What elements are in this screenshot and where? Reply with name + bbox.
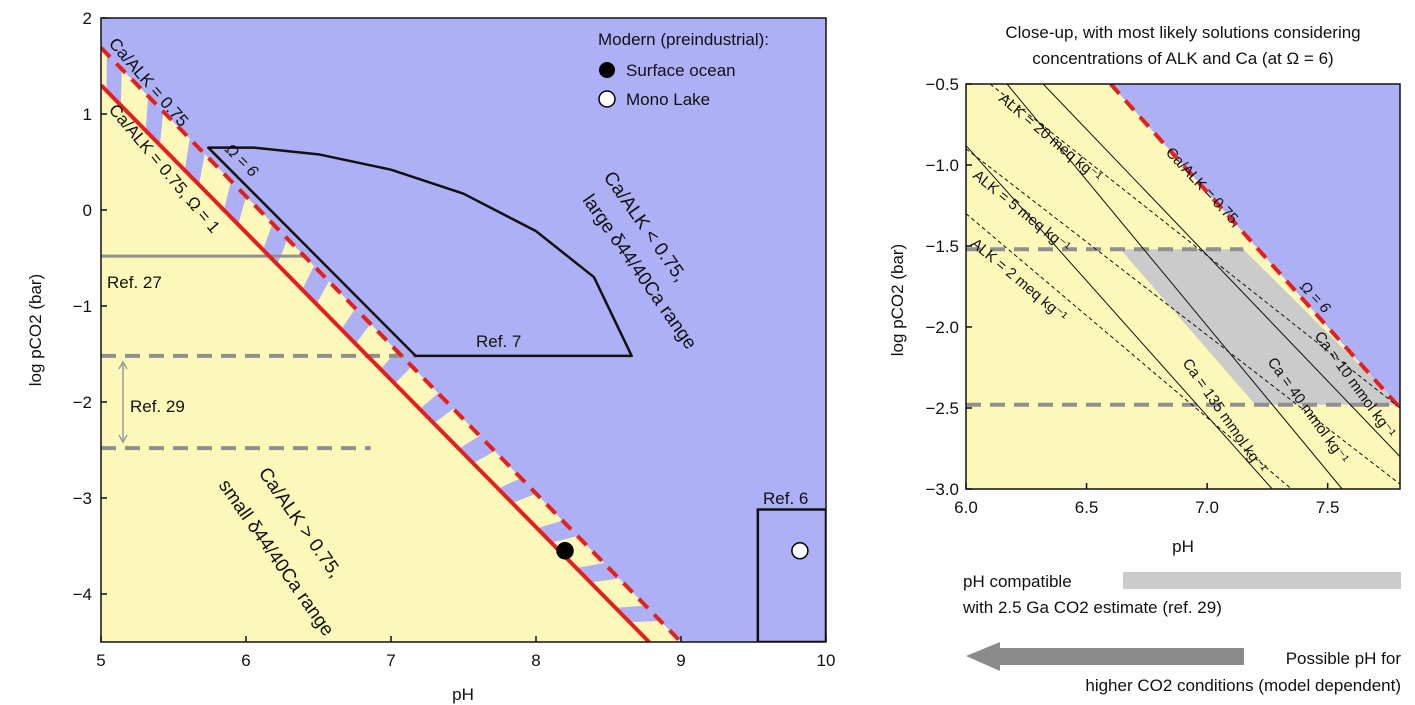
legend-title: Modern (preindustrial): — [598, 30, 769, 49]
ref29-arrowhead-top — [118, 360, 128, 370]
closeup-series-ca-10-mmol-kg — [1042, 84, 1400, 457]
label-ref27: Ref. 27 — [107, 273, 162, 292]
closeup-y-tick-label: −3.0 — [925, 480, 959, 499]
higher-co2-arrow — [966, 642, 1244, 671]
main-plot-frame — [100, 17, 827, 643]
legend-surface-ocean-marker — [599, 62, 615, 78]
closeup-axes: 6.0 6.5 7.0 7.5 −0.5 −1.0 −1.5 −2.0 −2.5 −3.0 — [925, 75, 1401, 517]
ref7-region — [207, 146, 633, 358]
x-tick-label: 5 — [96, 651, 105, 670]
higher-label-line1: Possible pH for — [1286, 649, 1402, 668]
closeup-x-tick-label: 7.0 — [1195, 498, 1219, 517]
closeup-xlabel: pH — [1172, 537, 1194, 556]
closeup-ylabel: log pCO2 (bar) — [888, 244, 907, 356]
closeup-supersaturated-region — [1110, 84, 1400, 408]
x-tick-label: 7 — [386, 651, 395, 670]
closeup-title-line2: concentrations of ALK and Ca (at Ω = 6) — [1032, 49, 1333, 68]
closeup-series-alk-20-meq-kg — [989, 84, 1400, 409]
closeup-series-ca-135-mmol-kg — [966, 145, 1273, 489]
closeup-x-tick-label: 6.5 — [1075, 498, 1099, 517]
y-tick-label: −2 — [73, 393, 92, 412]
closeup-series-alk-2-meq-kg — [966, 213, 1292, 489]
closeup-frame — [965, 83, 1401, 490]
compat-bar — [1123, 572, 1401, 589]
closeup-regions — [966, 84, 1400, 489]
ph-range-bars: pH compatible with 2.5 Ga CO2 estimate (… — [962, 572, 1401, 695]
closeup-x-tick-label: 6.0 — [954, 498, 978, 517]
x-tick-label: 8 — [531, 651, 540, 670]
x-tick-label: 9 — [676, 651, 685, 670]
closeup-lines — [966, 84, 1400, 489]
compat-label-line2: with 2.5 Ga CO2 estimate (ref. 29) — [962, 598, 1222, 617]
x-tick-label: 10 — [817, 651, 836, 670]
main-xlabel: pH — [452, 685, 474, 704]
main-plot-regions — [101, 18, 826, 642]
main-ylabel: log pCO2 (bar) — [26, 274, 45, 386]
closeup-title-line1: Close-up, with most likely solutions con… — [1005, 23, 1360, 42]
compat-label-line1: pH compatible — [963, 572, 1072, 591]
y-tick-label: −3 — [73, 489, 92, 508]
closeup-solution-region — [1120, 249, 1400, 405]
closeup-x-tick-label: 7.5 — [1316, 498, 1340, 517]
closeup-y-tick-label: −2.0 — [925, 318, 959, 337]
legend: Modern (preindustrial): Surface ocean Mo… — [598, 30, 769, 109]
closeup-y-tick-label: −2.5 — [925, 399, 959, 418]
label-ref29: Ref. 29 — [130, 397, 185, 416]
legend-mono-lake: Mono Lake — [626, 90, 710, 109]
y-tick-label: −1 — [73, 297, 92, 316]
closeup-series-alk-5-meq-kg — [966, 148, 1400, 485]
legend-mono-lake-marker — [598, 90, 616, 108]
point-surface-ocean — [556, 542, 574, 560]
closeup-plot: Close-up, with most likely solutions con… — [888, 23, 1401, 556]
closeup-series-ca-40-mmol-kg — [1006, 84, 1343, 489]
series-ca-alk-0-75 — [101, 46, 683, 642]
higher-label-line2: higher CO2 conditions (model dependent) — [1085, 676, 1401, 695]
y-tick-label: −4 — [73, 585, 92, 604]
point-mono-lake — [791, 542, 809, 560]
x-tick-label: 6 — [241, 651, 250, 670]
y-tick-label: 0 — [83, 201, 92, 220]
label-ref6: Ref. 6 — [763, 489, 808, 508]
closeup-y-tick-label: −0.5 — [925, 75, 959, 94]
main-plot-lines — [101, 46, 826, 642]
legend-surface-ocean: Surface ocean — [626, 61, 736, 80]
closeup-y-tick-label: −1.5 — [925, 237, 959, 256]
y-tick-label: 1 — [83, 105, 92, 124]
closeup-series-ca-alk-0-75-6 — [1109, 84, 1400, 410]
ref29-arrowhead-bottom — [118, 434, 128, 444]
label-ref7: Ref. 7 — [476, 332, 521, 351]
y-tick-label: 2 — [83, 9, 92, 28]
closeup-y-tick-label: −1.0 — [925, 156, 959, 175]
